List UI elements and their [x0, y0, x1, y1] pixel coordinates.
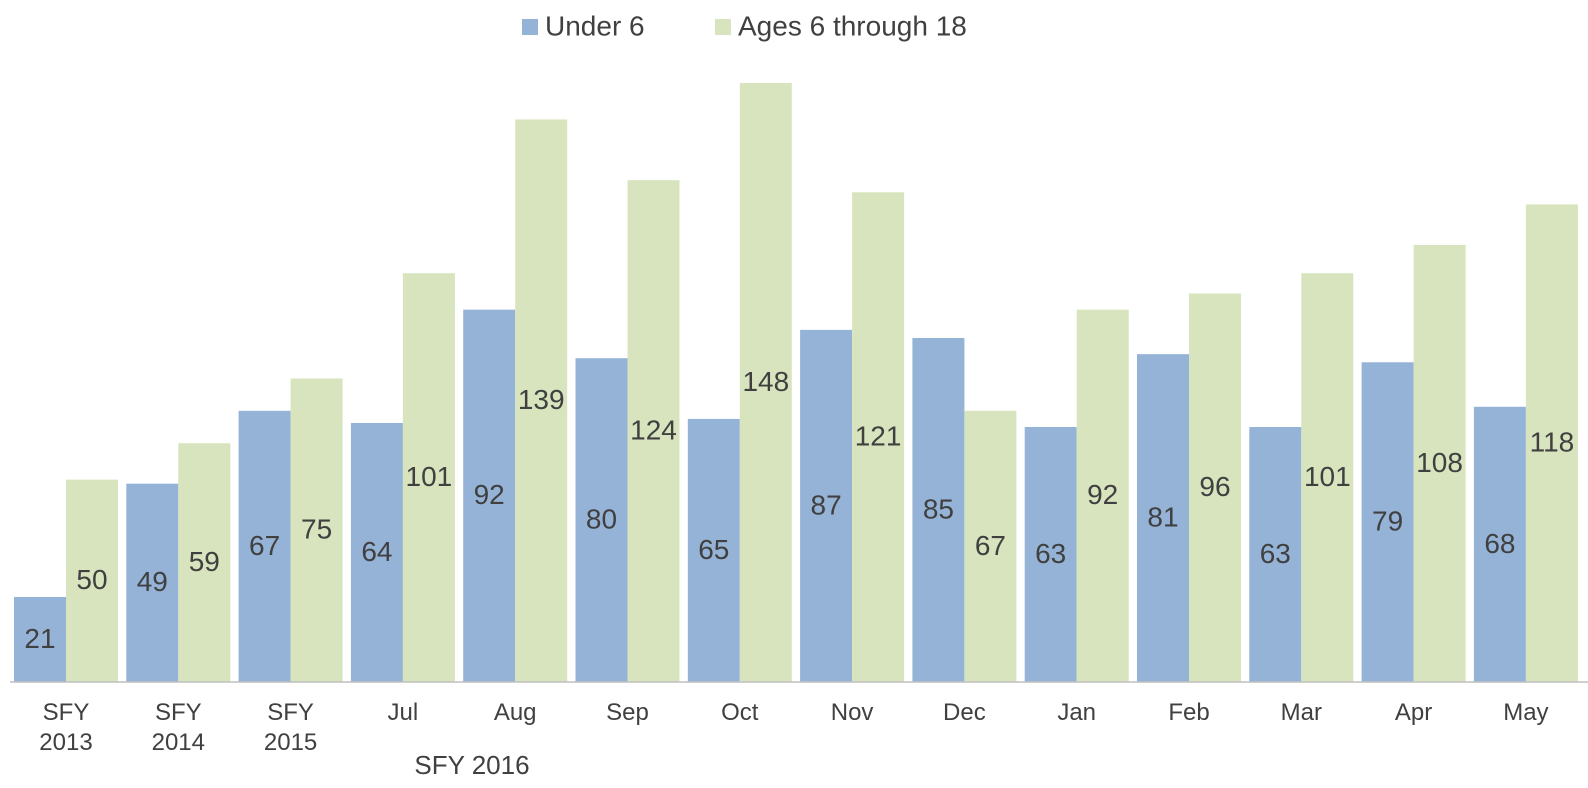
bar — [800, 329, 853, 682]
data-label: 75 — [301, 514, 332, 545]
x-tick-label: Nov — [830, 699, 874, 726]
bar — [1249, 427, 1302, 682]
bar — [739, 83, 792, 682]
bar — [1137, 354, 1189, 682]
data-label: 65 — [698, 534, 729, 565]
bar — [964, 410, 1017, 682]
bar — [290, 378, 343, 682]
data-label: 50 — [76, 564, 107, 595]
x-tick-label: Jul — [387, 699, 419, 726]
bar — [1473, 406, 1526, 682]
data-label: 118 — [1530, 427, 1575, 458]
legend-label: Ages 6 through 18 — [738, 10, 967, 41]
bar — [627, 180, 680, 682]
data-label: 92 — [1087, 479, 1118, 510]
data-label: 85 — [923, 493, 954, 524]
bar — [126, 483, 179, 682]
data-label: 96 — [1199, 471, 1230, 502]
bar — [402, 273, 455, 682]
data-label: 108 — [1416, 447, 1463, 478]
data-label: 139 — [518, 384, 565, 415]
legend-swatch — [522, 19, 538, 35]
bar — [1525, 204, 1578, 682]
bar — [1024, 427, 1077, 682]
bar — [1413, 244, 1466, 682]
data-label: 49 — [137, 566, 168, 597]
data-label: 80 — [586, 503, 617, 534]
bar — [1301, 273, 1354, 682]
x-tick-label: Jan — [1057, 699, 1097, 726]
bar — [1076, 309, 1129, 682]
data-label: 124 — [630, 414, 677, 445]
x-tick-label: SFY 2015 — [263, 699, 318, 756]
x-tick-label: Sep — [606, 699, 649, 726]
data-label: 121 — [855, 421, 902, 452]
bar — [515, 119, 568, 683]
bar — [178, 443, 231, 682]
x-tick-label: SFY 2014 — [151, 699, 205, 756]
data-label: 101 — [406, 461, 453, 492]
data-label: 63 — [1035, 538, 1066, 569]
x-tick-label: May — [1503, 699, 1549, 726]
x-tick-label: Mar — [1280, 699, 1322, 726]
data-label: 81 — [1147, 501, 1178, 532]
data-label: 101 — [1304, 461, 1351, 492]
x-tick-label: Aug — [493, 699, 537, 726]
bar — [238, 410, 291, 682]
x-tick-label: Dec — [943, 699, 986, 726]
x-tick-label: Oct — [721, 699, 759, 726]
data-label: 79 — [1372, 506, 1403, 537]
bar — [350, 422, 403, 682]
bar — [575, 358, 628, 682]
x-tick-label: Apr — [1394, 699, 1433, 726]
data-label: 63 — [1260, 538, 1291, 569]
bar — [66, 479, 118, 682]
data-label: 148 — [742, 366, 789, 397]
data-label: 64 — [361, 536, 392, 567]
x-tick-label: Feb — [1168, 699, 1210, 726]
group-label: SFY 2016 — [414, 750, 530, 780]
bar — [687, 418, 740, 682]
data-label: 68 — [1484, 528, 1515, 559]
x-tick-label: SFY 2013 — [39, 699, 93, 756]
bar — [14, 597, 66, 682]
bar — [463, 309, 516, 682]
bar — [1361, 362, 1414, 682]
bar — [852, 192, 905, 682]
data-label: 67 — [975, 530, 1006, 561]
bar — [1189, 293, 1241, 682]
data-label: 59 — [189, 546, 220, 577]
data-label: 67 — [249, 530, 280, 561]
legend-label: Under 6 — [545, 10, 645, 41]
data-label: 21 — [24, 623, 55, 654]
bar — [912, 337, 965, 682]
data-label: 92 — [474, 479, 505, 510]
data-label: 87 — [811, 489, 842, 520]
legend-swatch — [715, 19, 731, 35]
